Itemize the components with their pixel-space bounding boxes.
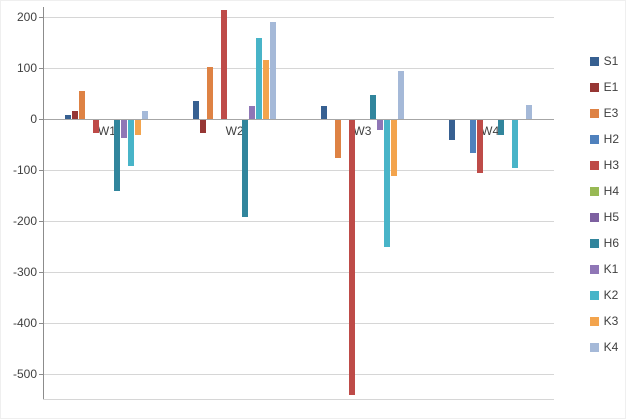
legend-label: E1 — [604, 81, 619, 93]
legend-label: K2 — [604, 289, 619, 301]
bar-E3-W1 — [79, 91, 85, 119]
bar-K2-W2 — [256, 38, 262, 119]
bar-H3-W1 — [93, 120, 99, 133]
legend-label: K3 — [604, 315, 619, 327]
y-axis-tick-label: 200 — [3, 10, 37, 24]
bar-K3-W2 — [263, 60, 269, 119]
legend-marker-H6 — [590, 239, 599, 248]
bar-K3-W1 — [135, 120, 141, 135]
legend-label: K1 — [604, 263, 619, 275]
legend-marker-K2 — [590, 291, 599, 300]
legend-label: H6 — [604, 237, 619, 249]
bar-K4-W4 — [526, 105, 532, 119]
bar-K1-W3 — [377, 120, 383, 130]
y-axis-tick-label: -400 — [3, 316, 37, 330]
bar-S1-W2 — [193, 101, 199, 119]
bar-E1-W1 — [72, 111, 78, 119]
y-axis-tick-label: -500 — [3, 367, 37, 381]
legend-marker-K3 — [590, 317, 599, 326]
legend-marker-H2 — [590, 135, 599, 144]
y-axis-line — [43, 7, 44, 399]
legend-item-H2: H2 — [590, 133, 619, 145]
gridline — [43, 17, 554, 18]
bar-H6-W3 — [370, 95, 376, 119]
plot-bottom-border — [43, 399, 554, 400]
bar-K3-W3 — [391, 120, 397, 176]
gridline — [43, 68, 554, 69]
bar-H6-W4 — [498, 120, 504, 135]
bar-K2-W3 — [384, 120, 390, 247]
bar-K4-W3 — [398, 71, 404, 119]
y-axis-tick-label: 100 — [3, 61, 37, 75]
legend-item-H6: H6 — [590, 237, 619, 249]
bar-K1-W2 — [249, 106, 255, 119]
bar-H3-W4 — [477, 120, 483, 173]
legend-label: H5 — [604, 211, 619, 223]
legend-item-H4: H4 — [590, 185, 619, 197]
bar-K2-W1 — [128, 120, 134, 166]
gridline — [43, 374, 554, 375]
bar-E3-W2 — [207, 67, 213, 119]
bar-S1-W1 — [65, 115, 71, 119]
bar-chart: S1 E1 E3 H2 H3 H4 H5 H6 K1 K2 K3 K4 200 100 0 -100 -200… — [0, 0, 626, 419]
legend-label: S1 — [604, 55, 619, 67]
legend-label: H4 — [604, 185, 619, 197]
legend-marker-E3 — [590, 109, 599, 118]
y-axis-tick-label: 0 — [3, 112, 37, 126]
bar-K4-W2 — [270, 22, 276, 119]
gridline — [43, 221, 554, 222]
category-label: W1 — [98, 124, 116, 138]
legend-marker-K1 — [590, 265, 599, 274]
legend-label: K4 — [604, 341, 619, 353]
bar-E1-W2 — [200, 120, 206, 133]
bar-H3-W3 — [349, 120, 355, 395]
legend-item-K2: K2 — [590, 289, 619, 301]
category-label: W3 — [353, 124, 371, 138]
legend-label: E3 — [604, 107, 619, 119]
legend-marker-H5 — [590, 213, 599, 222]
legend-item-K3: K3 — [590, 315, 619, 327]
bar-E3-W3 — [335, 120, 341, 158]
legend-item-S1: S1 — [590, 55, 619, 67]
legend-marker-K4 — [590, 343, 599, 352]
legend-marker-H4 — [590, 187, 599, 196]
legend-marker-S1 — [590, 57, 599, 66]
gridline — [43, 272, 554, 273]
legend-label: H3 — [604, 159, 619, 171]
category-label: W2 — [226, 124, 244, 138]
bar-S1-W3 — [321, 106, 327, 119]
legend-marker-E1 — [590, 83, 599, 92]
bar-S1-W4 — [449, 120, 455, 140]
legend-marker-H3 — [590, 161, 599, 170]
bar-H3-W2 — [221, 10, 227, 119]
legend-item-H3: H3 — [590, 159, 619, 171]
legend-item-K1: K1 — [590, 263, 619, 275]
y-axis-tick-label: -200 — [3, 214, 37, 228]
legend: S1 E1 E3 H2 H3 H4 H5 H6 K1 K2 K3 K4 — [590, 55, 619, 353]
legend-item-E3: E3 — [590, 107, 619, 119]
y-axis-tick-label: -300 — [3, 265, 37, 279]
legend-item-K4: K4 — [590, 341, 619, 353]
bar-K1-W1 — [121, 120, 127, 138]
gridline — [43, 323, 554, 324]
bar-K4-W1 — [142, 111, 148, 119]
legend-item-E1: E1 — [590, 81, 619, 93]
bar-H6-W2 — [242, 120, 248, 217]
legend-item-H5: H5 — [590, 211, 619, 223]
bar-H2-W4 — [470, 120, 476, 153]
category-label: W4 — [481, 124, 499, 138]
y-axis-tick-label: -100 — [3, 163, 37, 177]
bar-H6-W1 — [114, 120, 120, 191]
bar-K2-W4 — [512, 120, 518, 168]
legend-label: H2 — [604, 133, 619, 145]
